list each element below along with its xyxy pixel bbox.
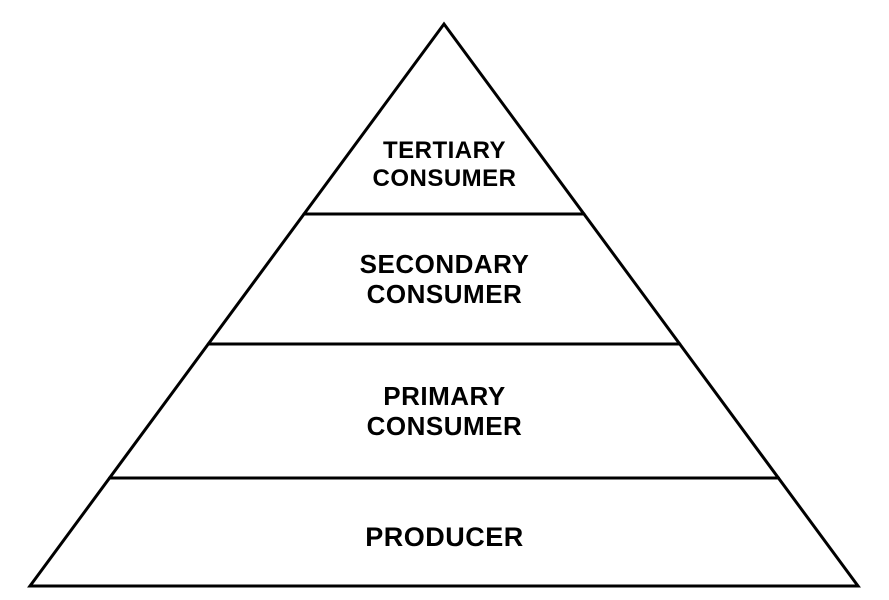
- level-label-tertiary: TERTIARY CONSUMER: [0, 137, 889, 192]
- level-label-primary: PRIMARY CONSUMER: [0, 382, 889, 442]
- level-label-producer: PRODUCER: [0, 522, 889, 553]
- pyramid-diagram: TERTIARY CONSUMER SECONDARY CONSUMER PRI…: [0, 0, 889, 600]
- level-label-secondary: SECONDARY CONSUMER: [0, 250, 889, 310]
